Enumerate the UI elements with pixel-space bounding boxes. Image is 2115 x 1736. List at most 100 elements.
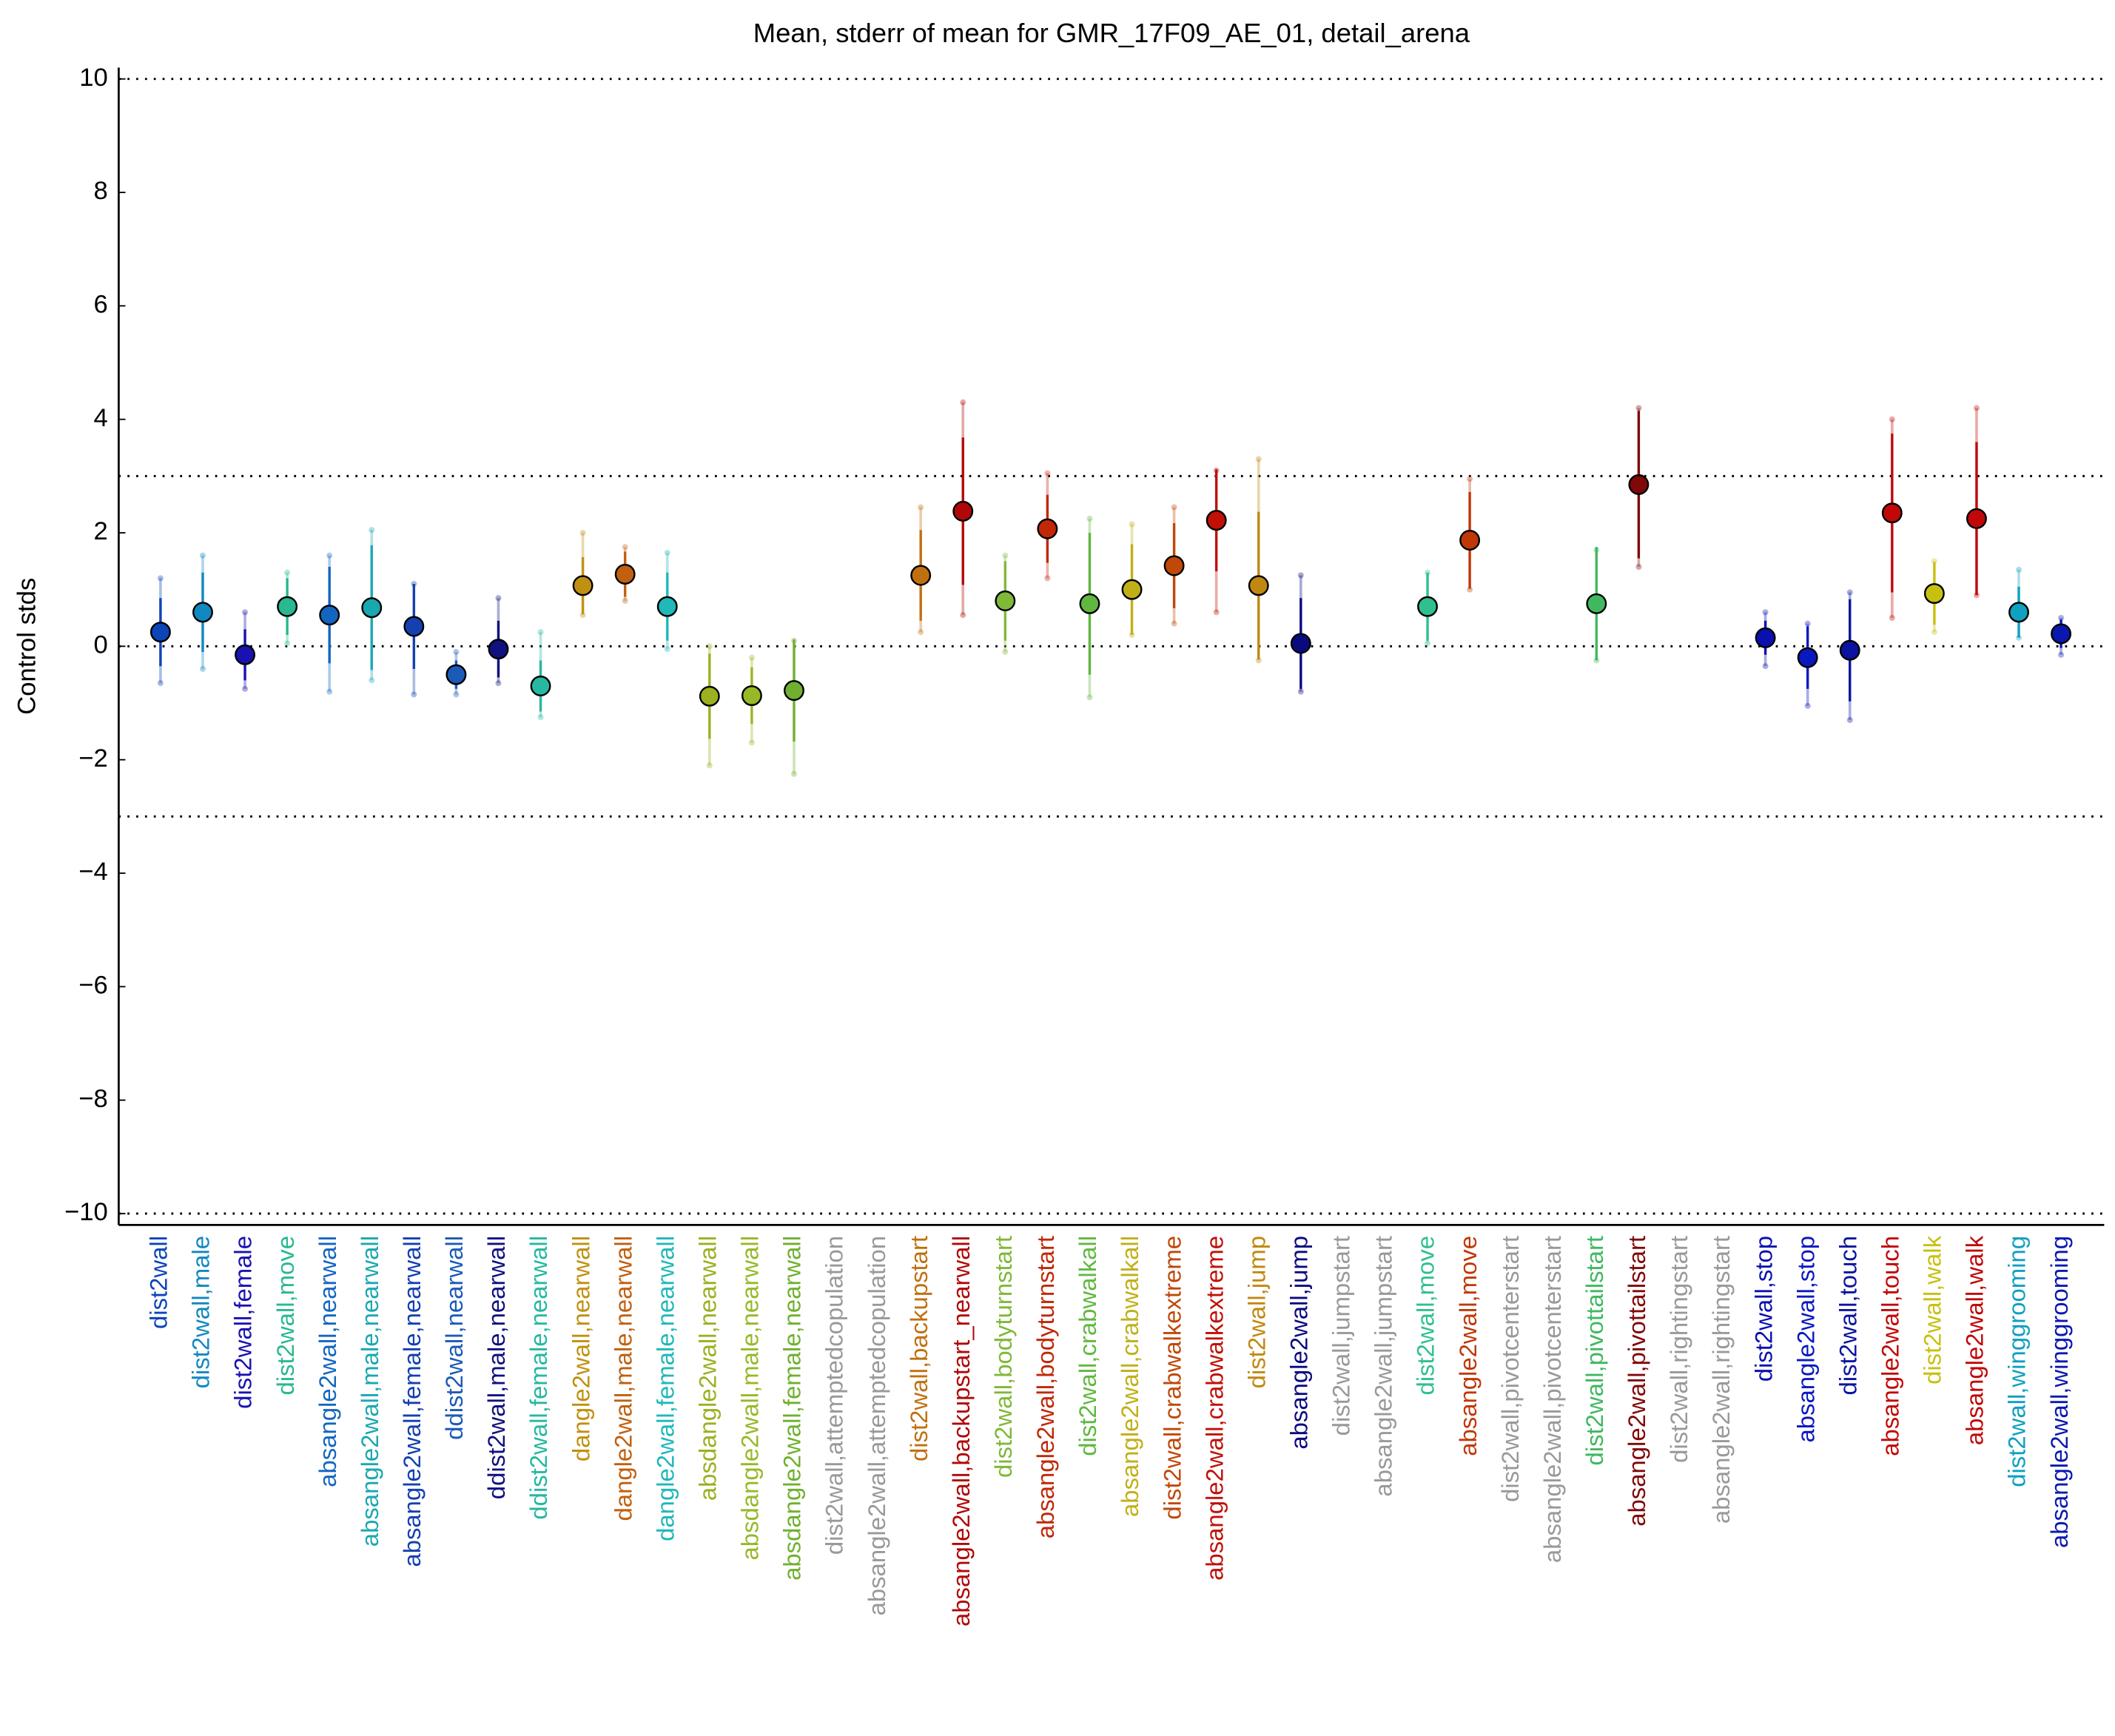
- range-end: [1044, 575, 1051, 582]
- x-tick-label: absdangle2wall,female,nearwall: [779, 1236, 806, 1581]
- mean-point: [1628, 474, 1650, 495]
- range-end: [242, 685, 249, 692]
- x-tick-label: dist2wall,male: [187, 1236, 215, 1388]
- range-end: [748, 654, 755, 661]
- x-tick-label: absangle2wall,stop: [1792, 1236, 1819, 1443]
- range-end: [1255, 456, 1262, 462]
- y-tick-label: 6: [94, 290, 108, 318]
- mean-point: [2008, 602, 2029, 623]
- range-end: [1635, 405, 1642, 411]
- range-end: [1002, 649, 1009, 656]
- range-end: [284, 569, 291, 576]
- x-tick-label: dist2wall,move: [1412, 1236, 1439, 1396]
- x-tick-label: dist2wall,pivottailstart: [1581, 1236, 1608, 1466]
- x-tick-label: dist2wall,crabwalkextreme: [1158, 1236, 1186, 1520]
- range-end: [1255, 657, 1262, 664]
- mean-point: [277, 596, 298, 617]
- range-end: [918, 504, 924, 511]
- range-end: [453, 691, 460, 698]
- x-tick-label: absangle2wall,jump: [1285, 1236, 1313, 1450]
- y-tick-label: −8: [78, 1085, 107, 1113]
- range-end: [1804, 702, 1811, 709]
- range-end: [960, 612, 966, 619]
- x-tick-label: absangle2wall,rightingstart: [1707, 1236, 1735, 1524]
- x-tick-label: dist2wall,backupstart: [905, 1236, 932, 1461]
- x-tick-label: absangle2wall,walk: [1961, 1235, 1988, 1445]
- y-tick-label: −4: [78, 858, 107, 886]
- x-tick-label: dist2wall,bodyturnstart: [989, 1236, 1017, 1478]
- y-axis-label: Control stds: [13, 578, 41, 715]
- mean-point: [952, 500, 974, 522]
- range-end: [157, 575, 164, 582]
- mean-point: [1459, 530, 1481, 551]
- range-end: [1762, 609, 1769, 616]
- range-end: [369, 527, 375, 534]
- range-end: [622, 598, 628, 605]
- range-end: [326, 688, 333, 695]
- range-end: [1931, 629, 1937, 636]
- mean-point: [445, 664, 467, 685]
- mean-point: [1417, 596, 1438, 617]
- range-end: [453, 649, 460, 656]
- range-end: [199, 666, 206, 673]
- mean-point: [1586, 593, 1607, 614]
- range-end: [664, 549, 670, 556]
- mean-point: [403, 616, 425, 637]
- range-end: [1762, 663, 1769, 670]
- mean-point: [1755, 627, 1776, 648]
- mean-point: [361, 597, 383, 619]
- x-tick-label: absangle2wall,move: [1454, 1236, 1482, 1456]
- y-tick-label: −6: [78, 971, 107, 999]
- y-tick-label: 4: [94, 404, 108, 432]
- x-tick-label: dist2wall,jump: [1243, 1236, 1270, 1388]
- range-end: [1086, 515, 1093, 522]
- x-tick-label: absangle2wall,crabwalkall: [1116, 1236, 1143, 1517]
- x-tick-label: absangle2wall,female,nearwall: [398, 1236, 426, 1567]
- x-tick-label: absangle2wall,attemptedcopulation: [863, 1236, 890, 1615]
- range-end: [1044, 470, 1051, 477]
- mean-point: [488, 639, 509, 660]
- range-end: [1846, 589, 1853, 596]
- mean-point: [1839, 639, 1860, 661]
- range-end: [918, 629, 924, 636]
- mean-point: [319, 605, 340, 626]
- x-tick-label: dist2wall,attemptedcopulation: [821, 1236, 848, 1555]
- range-end: [706, 762, 713, 769]
- range-end: [1846, 717, 1853, 724]
- range-end: [1467, 476, 1473, 482]
- range-end: [537, 714, 544, 721]
- x-tick-label: absangle2wall,winggrooming: [2045, 1236, 2073, 1548]
- x-tick-label: dist2wall,touch: [1834, 1236, 1861, 1396]
- range-end: [1889, 615, 1895, 622]
- mean-point: [656, 596, 678, 617]
- x-tick-label: dist2wall,winggrooming: [2003, 1236, 2031, 1487]
- x-tick-label: dist2wall,move: [272, 1236, 299, 1396]
- mean-point: [530, 676, 551, 696]
- range-end: [1297, 572, 1304, 579]
- mean-point: [572, 575, 594, 596]
- mean-point: [235, 644, 255, 665]
- range-end: [1171, 620, 1177, 627]
- x-tick-label: dist2wall,rightingstart: [1665, 1236, 1692, 1463]
- x-tick-label: dist2wall: [145, 1236, 172, 1329]
- range-end: [495, 595, 502, 602]
- x-tick-label: dist2wall,walk: [1919, 1235, 1946, 1385]
- mean-point: [1037, 518, 1058, 539]
- y-tick-label: −2: [78, 744, 107, 773]
- range-end: [960, 399, 966, 406]
- range-end: [1171, 504, 1177, 511]
- mean-point: [995, 591, 1016, 611]
- x-tick-label: absangle2wall,jumpstart: [1370, 1236, 1397, 1497]
- range-end: [537, 629, 544, 636]
- range-end: [1467, 586, 1473, 593]
- range-end: [1297, 688, 1304, 695]
- mean-point: [2051, 623, 2072, 645]
- x-tick-label: dist2wall,jumpstart: [1328, 1236, 1355, 1436]
- x-tick-label: dangle2wall,female,nearwall: [651, 1236, 679, 1541]
- range-end: [284, 640, 291, 647]
- range-end: [495, 680, 502, 687]
- y-tick-label: −10: [64, 1198, 108, 1226]
- mean-point: [1966, 508, 1987, 529]
